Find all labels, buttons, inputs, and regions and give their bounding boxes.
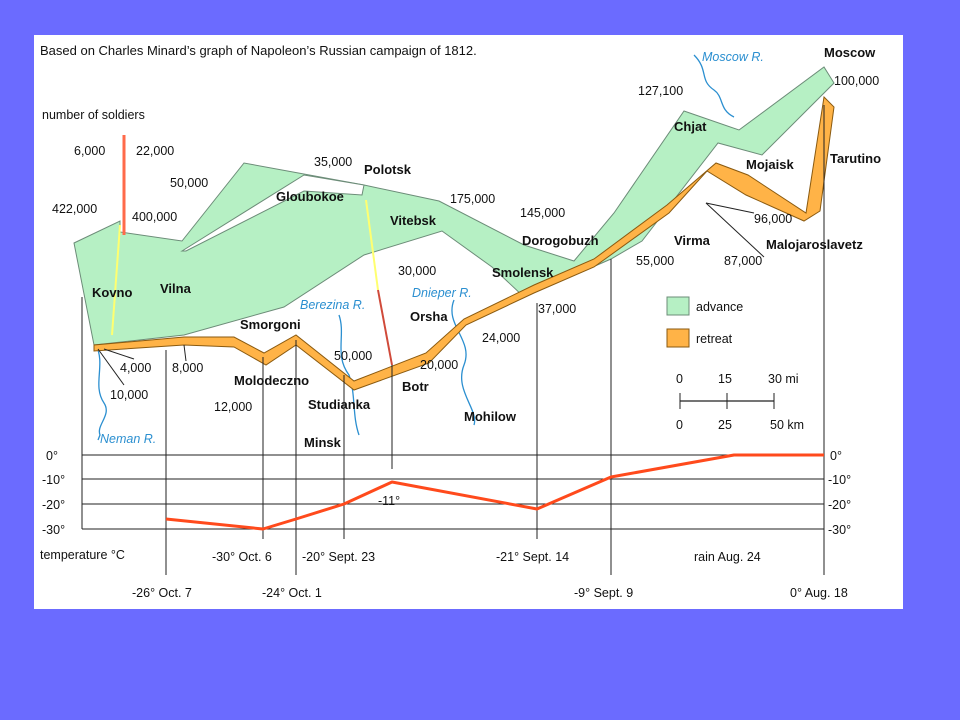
river-dnieper-label: Dnieper R. — [412, 286, 472, 300]
count-6000: 6,000 — [74, 144, 105, 158]
place-polotsk: Polotsk — [364, 162, 412, 177]
leader-lines — [97, 202, 765, 386]
count-422000: 422,000 — [52, 202, 97, 216]
temp-axis-left-30: -30° — [42, 523, 65, 537]
river-neman-label: Neman R. — [100, 432, 156, 446]
scale-km-25: 25 — [718, 418, 732, 432]
retreat-band — [93, 95, 835, 391]
kovno-yellow-line — [111, 224, 121, 336]
temperature-grid — [82, 454, 824, 530]
temp-label-sept14: -21° Sept. 14 — [496, 550, 569, 564]
temp-axis-right-30: -30° — [828, 523, 851, 537]
temp-label-11: -11° — [378, 494, 400, 508]
place-tarutino: Tarutino — [830, 151, 881, 166]
count-22000: 22,000 — [136, 144, 174, 158]
rivers — [95, 54, 735, 441]
temp-label-aug24: rain Aug. 24 — [694, 550, 761, 564]
count-96000: 96,000 — [754, 212, 792, 226]
place-malojaroslavetz: Malojaroslavetz — [766, 237, 863, 252]
count-8000: 8,000 — [172, 361, 203, 375]
place-chjat: Chjat — [674, 119, 707, 134]
count-35000: 35,000 — [314, 155, 352, 169]
count-100000: 100,000 — [834, 74, 879, 88]
minard-diagram-panel: Based on Charles Minard’s graph of Napol… — [34, 35, 903, 609]
leader-96000 — [705, 202, 755, 214]
place-minsk: Minsk — [304, 435, 342, 450]
temp-axis-left-20: -20° — [42, 498, 65, 512]
scale-km-50: 50 km — [770, 418, 804, 432]
legend-advance-label: advance — [696, 300, 743, 314]
temp-axis-right-0: 0° — [830, 449, 842, 463]
count-50000-bottom: 50,000 — [334, 349, 372, 363]
count-55000: 55,000 — [636, 254, 674, 268]
count-50000-top: 50,000 — [170, 176, 208, 190]
count-400000: 400,000 — [132, 210, 177, 224]
temp-label-oct7: -26° Oct. 7 — [132, 586, 192, 600]
place-botr: Botr — [402, 379, 429, 394]
place-smorgoni: Smorgoni — [240, 317, 301, 332]
drop-lines — [81, 105, 825, 575]
count-12000: 12,000 — [214, 400, 252, 414]
place-vitebsk: Vitebsk — [390, 213, 437, 228]
temperature-line — [165, 453, 824, 531]
river-moscow-label: Moscow R. — [702, 50, 764, 64]
place-molodeczno: Molodeczno — [234, 373, 309, 388]
number-of-soldiers-label: number of soldiers — [42, 108, 145, 122]
place-gloubokoe: Gloubokoe — [276, 189, 344, 204]
temp-label-oct6: -30° Oct. 6 — [212, 550, 272, 564]
count-127100: 127,100 — [638, 84, 683, 98]
count-37000: 37,000 — [538, 302, 576, 316]
place-vilna: Vilna — [160, 281, 192, 296]
scale-mi-15: 15 — [718, 372, 732, 386]
place-kovno: Kovno — [92, 285, 133, 300]
legend-advance-swatch — [666, 296, 690, 316]
place-studianka: Studianka — [308, 397, 371, 412]
place-mojaisk: Mojaisk — [746, 157, 794, 172]
temp-label-sept9: -9° Sept. 9 — [574, 586, 633, 600]
place-dorogobuzh: Dorogobuzh — [522, 233, 599, 248]
advance-branch — [180, 174, 365, 252]
legend-retreat-swatch — [666, 328, 690, 348]
count-10000: 10,000 — [110, 388, 148, 402]
count-175000: 175,000 — [450, 192, 495, 206]
temperature-axis-label: temperature °C — [40, 548, 125, 562]
temp-label-sept23: -20° Sept. 23 — [302, 550, 375, 564]
count-20000: 20,000 — [420, 358, 458, 372]
temp-label-aug18: 0° Aug. 18 — [790, 586, 848, 600]
scale-bar: 0 15 30 mi 0 25 50 km — [676, 372, 804, 432]
temp-axis-left-0: 0° — [46, 449, 58, 463]
leader-4000 — [103, 348, 135, 360]
leader-10000 — [97, 348, 125, 386]
diagram-title: Based on Charles Minard’s graph of Napol… — [40, 43, 477, 58]
leader-87000 — [705, 202, 765, 258]
place-virma: Virma — [674, 233, 711, 248]
count-24000: 24,000 — [482, 331, 520, 345]
polotsk-retreat-line — [377, 289, 393, 366]
place-smolensk: Smolensk — [492, 265, 554, 280]
scale-mi-30: 30 mi — [768, 372, 799, 386]
dnieper-river-line — [451, 299, 476, 426]
count-4000: 4,000 — [120, 361, 151, 375]
temp-axis-left-10: -10° — [42, 473, 65, 487]
berezina-river-line — [338, 314, 360, 436]
place-orsha: Orsha — [410, 309, 448, 324]
temp-axis-right-10: -10° — [828, 473, 851, 487]
count-87000: 87,000 — [724, 254, 762, 268]
neman-river-line — [95, 344, 107, 441]
legend-retreat-label: retreat — [696, 332, 733, 346]
scale-km-0: 0 — [676, 418, 683, 432]
place-moscow: Moscow — [824, 45, 876, 60]
place-mohilow: Mohilow — [464, 409, 517, 424]
river-berezina-label: Berezina R. — [300, 298, 365, 312]
minard-diagram: Based on Charles Minard’s graph of Napol… — [40, 43, 881, 600]
advance-band — [73, 66, 835, 346]
moscow-river-line — [693, 54, 735, 118]
scale-mi-0: 0 — [676, 372, 683, 386]
temp-label-oct1: -24° Oct. 1 — [262, 586, 322, 600]
count-30000: 30,000 — [398, 264, 436, 278]
temp-axis-right-20: -20° — [828, 498, 851, 512]
leader-8000 — [183, 344, 187, 362]
count-145000: 145,000 — [520, 206, 565, 220]
polotsk-yellow-line — [365, 199, 379, 291]
